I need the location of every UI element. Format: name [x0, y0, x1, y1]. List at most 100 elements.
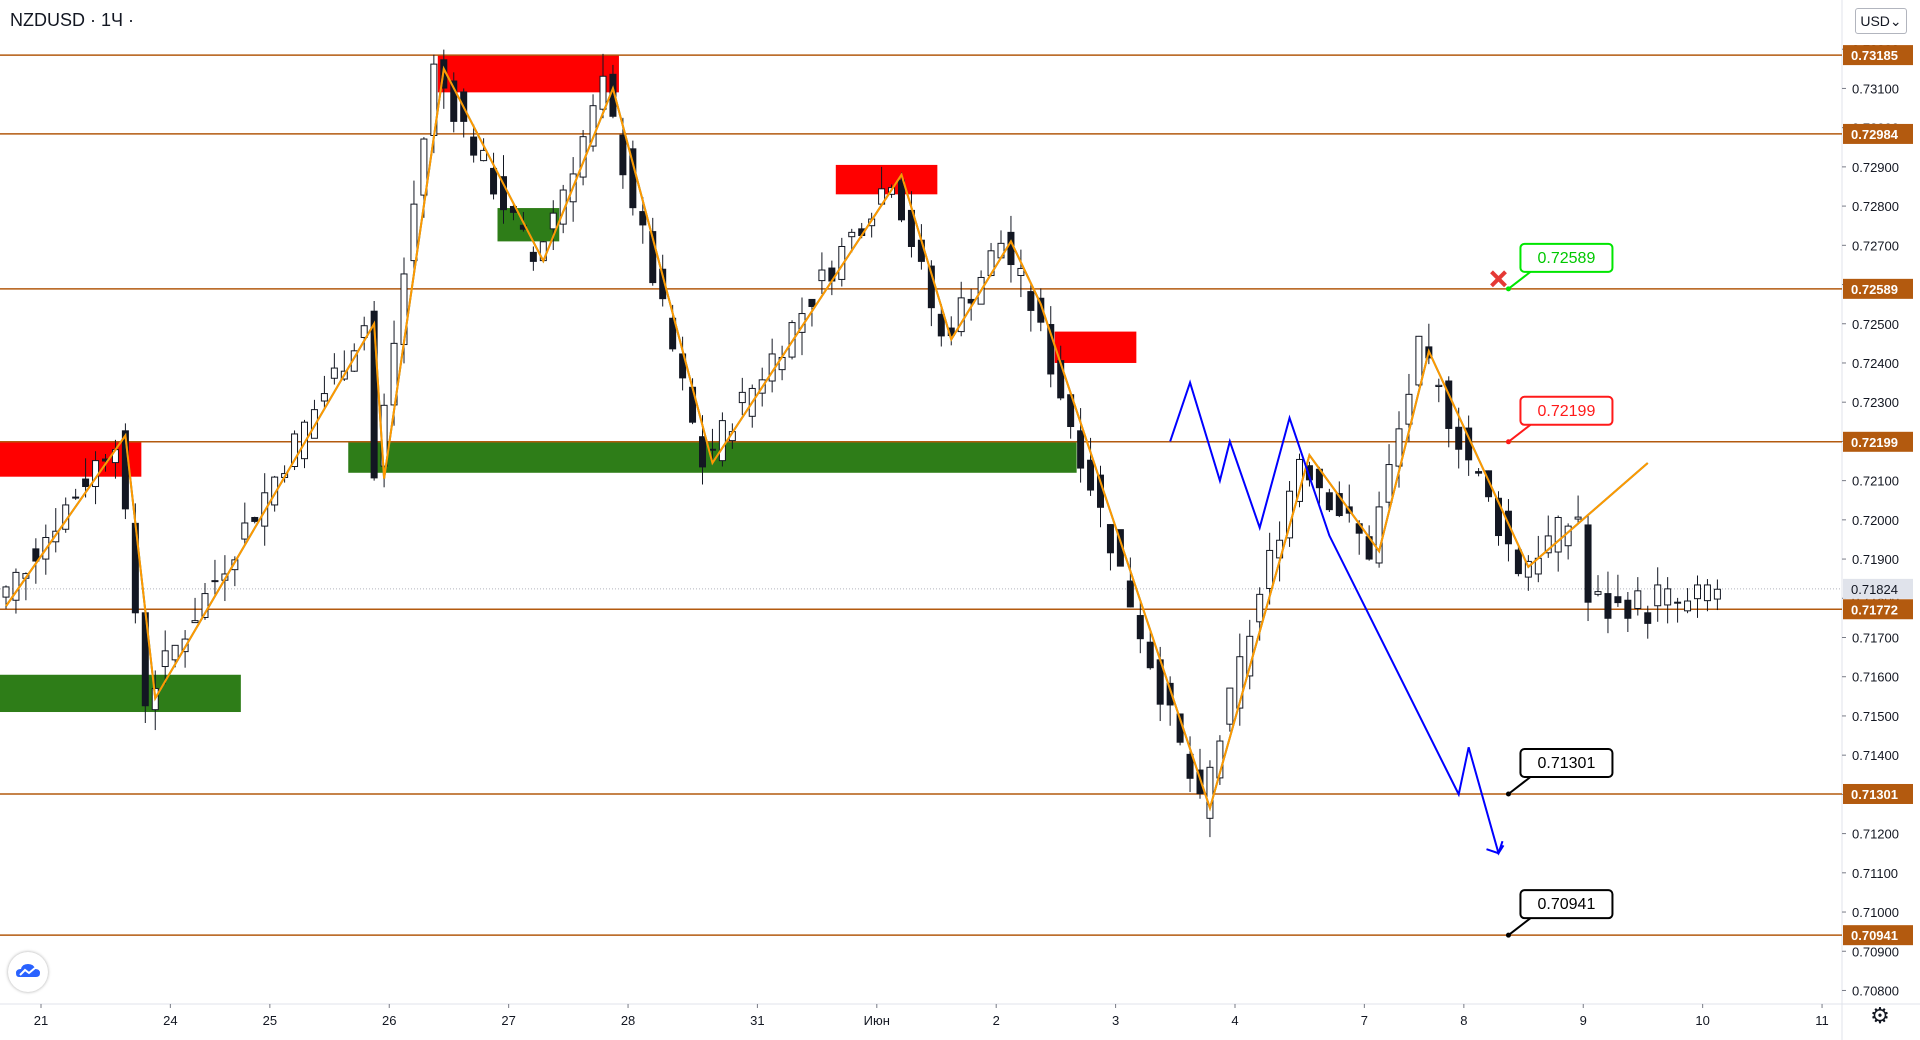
callout-label: 0.71301 — [1538, 755, 1596, 772]
candle — [1524, 560, 1532, 578]
candle — [738, 391, 746, 404]
time-tick-label: 24 — [163, 1013, 177, 1028]
callout-pointer — [1507, 917, 1532, 936]
time-tick-label: 25 — [263, 1013, 277, 1028]
candle — [480, 149, 488, 162]
callout-label: 0.72199 — [1538, 403, 1596, 420]
blue-arrow-head — [1486, 840, 1504, 855]
price-tick-label: 0.73100 — [1852, 81, 1899, 96]
time-tick-label: 2 — [993, 1013, 1000, 1028]
candle — [1445, 380, 1453, 429]
time-tick-label: 3 — [1112, 1013, 1119, 1028]
level-price-label: 0.72199 — [1851, 435, 1898, 450]
candle — [599, 75, 607, 110]
callout-box[interactable] — [1519, 395, 1614, 426]
callout-anchor — [1505, 791, 1511, 797]
candle — [1664, 588, 1672, 606]
candle — [808, 298, 816, 307]
candle — [1027, 291, 1035, 311]
resistance-zone — [1054, 331, 1137, 363]
price-tick-label: 0.71700 — [1852, 631, 1899, 646]
candle — [1485, 470, 1493, 498]
price-tick-label: 0.72000 — [1852, 513, 1899, 528]
candle — [191, 620, 199, 624]
price-tick-label: 0.71600 — [1852, 670, 1899, 685]
candle — [410, 203, 418, 262]
orange-wave-line[interactable] — [5, 65, 1649, 812]
time-tick-label: 11 — [1815, 1013, 1829, 1028]
symbol-title[interactable]: NZDUSD · 1Ч · — [10, 10, 134, 30]
price-tick-label: 0.71200 — [1852, 827, 1899, 842]
candle — [549, 212, 557, 230]
candle — [291, 433, 299, 468]
level-price-label: 0.70941 — [1851, 928, 1898, 943]
candle — [1713, 588, 1721, 600]
last-price-tag — [1843, 578, 1913, 599]
blue-projection-line[interactable] — [1169, 379, 1505, 856]
candle — [231, 559, 239, 571]
resistance-zone — [835, 164, 938, 195]
candle — [32, 548, 40, 562]
time-tick-label: Июн — [864, 1013, 890, 1028]
candle — [450, 80, 458, 122]
candle — [1703, 584, 1711, 602]
x-mark-icon — [1490, 270, 1507, 288]
candle — [330, 367, 338, 379]
time-tick-label: 8 — [1460, 1013, 1467, 1028]
candle — [708, 448, 716, 451]
candle — [1674, 601, 1682, 604]
candle — [1385, 464, 1393, 503]
price-tick-label: 0.70800 — [1852, 983, 1899, 998]
candle — [848, 231, 856, 238]
callout-box[interactable] — [1519, 889, 1614, 920]
gear-icon[interactable]: ⚙ — [1870, 1003, 1890, 1028]
support-zone — [497, 208, 560, 242]
candle — [1564, 525, 1572, 547]
price-tick-label: 0.72700 — [1852, 238, 1899, 253]
candle — [1077, 430, 1085, 469]
candle — [171, 644, 179, 661]
callout-box[interactable] — [1519, 747, 1614, 778]
candle — [1335, 493, 1343, 517]
candle — [1554, 516, 1562, 553]
last-price-label: 0.71824 — [1851, 582, 1898, 597]
candle — [470, 136, 478, 156]
callout-label: 0.72589 — [1538, 250, 1596, 267]
callout-anchor — [1505, 439, 1511, 445]
candle — [699, 436, 706, 468]
level-price-label: 0.71301 — [1851, 787, 1898, 802]
candle — [1007, 231, 1015, 266]
candle — [529, 251, 537, 262]
candle — [500, 176, 507, 211]
candle — [1206, 766, 1214, 819]
price-tick-label: 0.71400 — [1852, 748, 1899, 763]
candle — [320, 393, 328, 402]
support-zone — [0, 674, 241, 713]
candle — [1594, 591, 1602, 595]
candle — [82, 478, 90, 488]
callout-box[interactable] — [1519, 242, 1614, 273]
time-tick-label: 9 — [1580, 1013, 1587, 1028]
callout-pointer — [1507, 424, 1532, 443]
level-price-tag — [1843, 123, 1913, 144]
candle — [957, 297, 965, 333]
callout-pointer — [1507, 271, 1532, 290]
candle — [1405, 393, 1413, 425]
candle — [271, 476, 279, 506]
level-price-tag — [1843, 45, 1913, 66]
currency-button[interactable]: USD⌄ — [1855, 8, 1907, 34]
candle — [1395, 428, 1403, 467]
price-tick-label: 0.72400 — [1852, 356, 1899, 371]
candle — [937, 313, 945, 337]
level-price-label: 0.72589 — [1851, 282, 1898, 297]
resistance-zone — [0, 441, 142, 477]
tradingview-cloud-icon[interactable] — [8, 952, 48, 992]
candle — [1087, 459, 1095, 491]
level-price-label: 0.72984 — [1851, 127, 1899, 142]
time-tick-label: 27 — [501, 1013, 515, 1028]
candle — [1236, 656, 1244, 709]
price-tick-label: 0.72500 — [1852, 317, 1899, 332]
candle — [241, 522, 249, 540]
